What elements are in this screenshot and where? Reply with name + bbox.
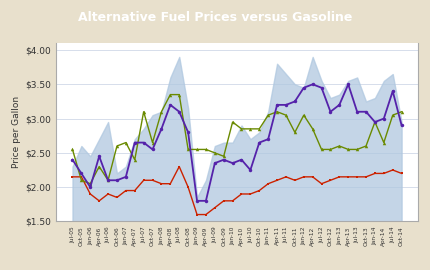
Y-axis label: Price per Gallon: Price per Gallon [12, 96, 21, 168]
Text: Alternative Fuel Prices versus Gasoline: Alternative Fuel Prices versus Gasoline [78, 11, 352, 24]
